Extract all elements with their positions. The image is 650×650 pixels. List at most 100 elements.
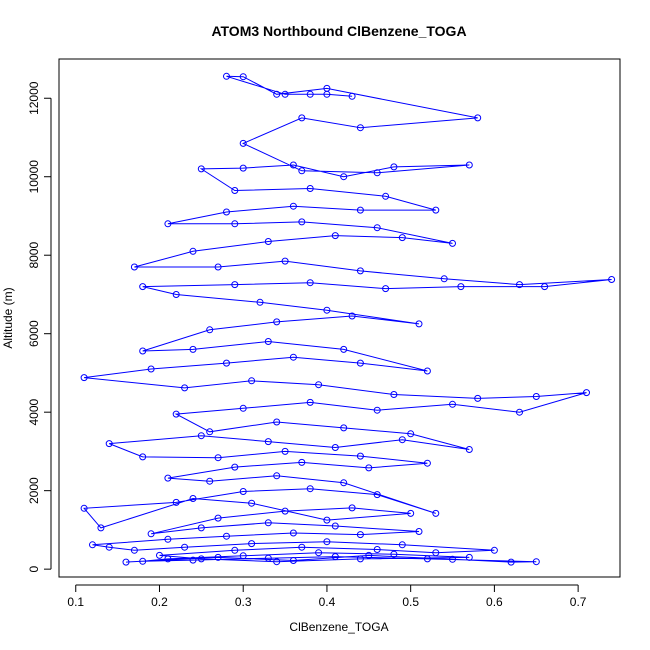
data-point <box>264 554 272 562</box>
data-point <box>432 549 440 557</box>
data-point <box>306 398 314 406</box>
data-point <box>440 275 448 283</box>
data-point <box>139 347 147 355</box>
data-point <box>206 428 214 436</box>
data-point <box>239 404 247 412</box>
data-point <box>323 538 331 546</box>
x-tick-label: 0.2 <box>151 595 168 609</box>
data-point <box>348 92 356 100</box>
data-point <box>323 90 331 98</box>
data-point <box>373 546 381 553</box>
data-point <box>281 507 289 515</box>
data-point <box>273 90 281 98</box>
data-point <box>239 552 247 560</box>
data-point <box>223 72 230 80</box>
data-point <box>239 73 247 81</box>
data-point <box>273 418 281 426</box>
data-point <box>407 509 415 517</box>
data-point <box>197 432 205 440</box>
data-point <box>189 345 197 353</box>
data-point <box>306 90 314 98</box>
data-point <box>373 491 381 499</box>
data-point <box>356 555 364 563</box>
data-point <box>231 281 239 289</box>
data-point <box>398 436 406 444</box>
data-point <box>423 459 431 467</box>
chart-title: ATOM3 Northbound ClBenzene_TOGA <box>211 23 466 39</box>
data-point <box>331 444 339 451</box>
data-point <box>214 454 222 462</box>
data-point <box>122 558 130 566</box>
data-point <box>323 516 331 524</box>
data-point <box>298 218 306 226</box>
data-point <box>356 452 364 460</box>
data-point <box>289 529 297 537</box>
data-point <box>273 472 281 480</box>
data-point <box>147 530 155 538</box>
data-point <box>356 206 364 214</box>
data-point <box>423 367 431 375</box>
data-point <box>356 124 364 132</box>
data-point <box>264 238 272 245</box>
data-point <box>189 556 197 564</box>
data-point <box>356 267 364 275</box>
data-point <box>289 202 297 210</box>
data-point <box>281 447 289 455</box>
data-point <box>382 192 390 200</box>
data-point <box>340 479 348 487</box>
data-point <box>80 374 88 382</box>
y-axis: 0 2000 4000 6000 8000 10000 12000 <box>27 81 52 572</box>
data-point <box>223 208 230 216</box>
y-tick-label: 4000 <box>27 399 41 426</box>
y-tick-label: 12000 <box>27 81 41 115</box>
data-point <box>264 438 272 446</box>
data-point <box>197 524 205 532</box>
data-point <box>365 551 373 559</box>
data-point <box>532 393 540 400</box>
data-point <box>298 543 306 551</box>
data-point <box>356 531 364 539</box>
data-point <box>407 430 415 438</box>
data-point <box>608 276 616 283</box>
data-point <box>474 394 482 402</box>
data-point <box>139 283 147 291</box>
data-point <box>139 557 147 565</box>
data-point <box>264 519 272 527</box>
data-point <box>449 400 456 408</box>
data-point <box>331 232 339 240</box>
data-point <box>214 514 222 522</box>
data-point <box>256 298 264 306</box>
data-point <box>306 185 314 192</box>
data-point <box>89 541 96 549</box>
data-point <box>415 320 423 328</box>
data-point <box>164 555 172 563</box>
x-tick-label: 0.3 <box>235 595 252 609</box>
x-tick-label: 0.5 <box>402 595 419 609</box>
data-point <box>474 114 482 122</box>
data-point <box>214 263 222 271</box>
data-point <box>105 440 113 448</box>
data-point <box>298 458 306 466</box>
data-point <box>273 318 281 326</box>
data-point <box>172 410 180 418</box>
x-tick-label: 0.6 <box>486 595 503 609</box>
data-point <box>373 406 381 414</box>
data-point <box>130 263 138 271</box>
data-point <box>164 220 172 228</box>
data-point <box>248 499 256 507</box>
data-point <box>541 283 549 291</box>
data-point <box>465 553 473 561</box>
data-point <box>147 365 155 373</box>
data-point <box>331 553 339 561</box>
data-point <box>231 220 239 228</box>
data-point <box>197 165 205 173</box>
data-point <box>356 359 364 367</box>
data-point <box>239 488 247 495</box>
data-point <box>465 161 473 169</box>
data-point <box>223 532 230 540</box>
data-point <box>223 359 230 367</box>
data-point <box>181 384 189 392</box>
data-point <box>348 504 356 512</box>
y-tick-label: 2000 <box>27 477 41 504</box>
data-point <box>248 377 256 385</box>
